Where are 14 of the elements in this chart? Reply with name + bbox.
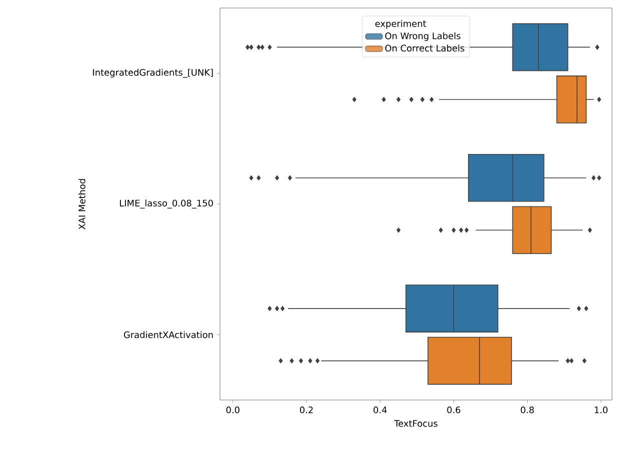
y-tick-label: LIME_lasso_0.08_150 bbox=[120, 200, 213, 208]
x-tick-label: 0.4 bbox=[374, 406, 387, 414]
x-tick-label: 0.8 bbox=[520, 406, 534, 414]
x-axis-title: TextFocus bbox=[394, 420, 438, 427]
x-tick-label: 0.2 bbox=[300, 406, 313, 414]
y-tick-label: IntegratedGradients_[UNK] bbox=[93, 68, 213, 78]
x-tick-label: 1.0 bbox=[594, 406, 608, 414]
legend-label: On Correct Labels bbox=[385, 44, 464, 52]
x-tick-label: 0.0 bbox=[226, 406, 240, 414]
y-tick-label: GradientXActivation bbox=[124, 331, 213, 338]
legend-label: On Wrong Labels bbox=[385, 32, 460, 41]
x-tick-label: 0.6 bbox=[447, 406, 460, 414]
legend-title: experiment bbox=[375, 20, 426, 29]
y-axis-title: XAI Method bbox=[78, 179, 86, 230]
